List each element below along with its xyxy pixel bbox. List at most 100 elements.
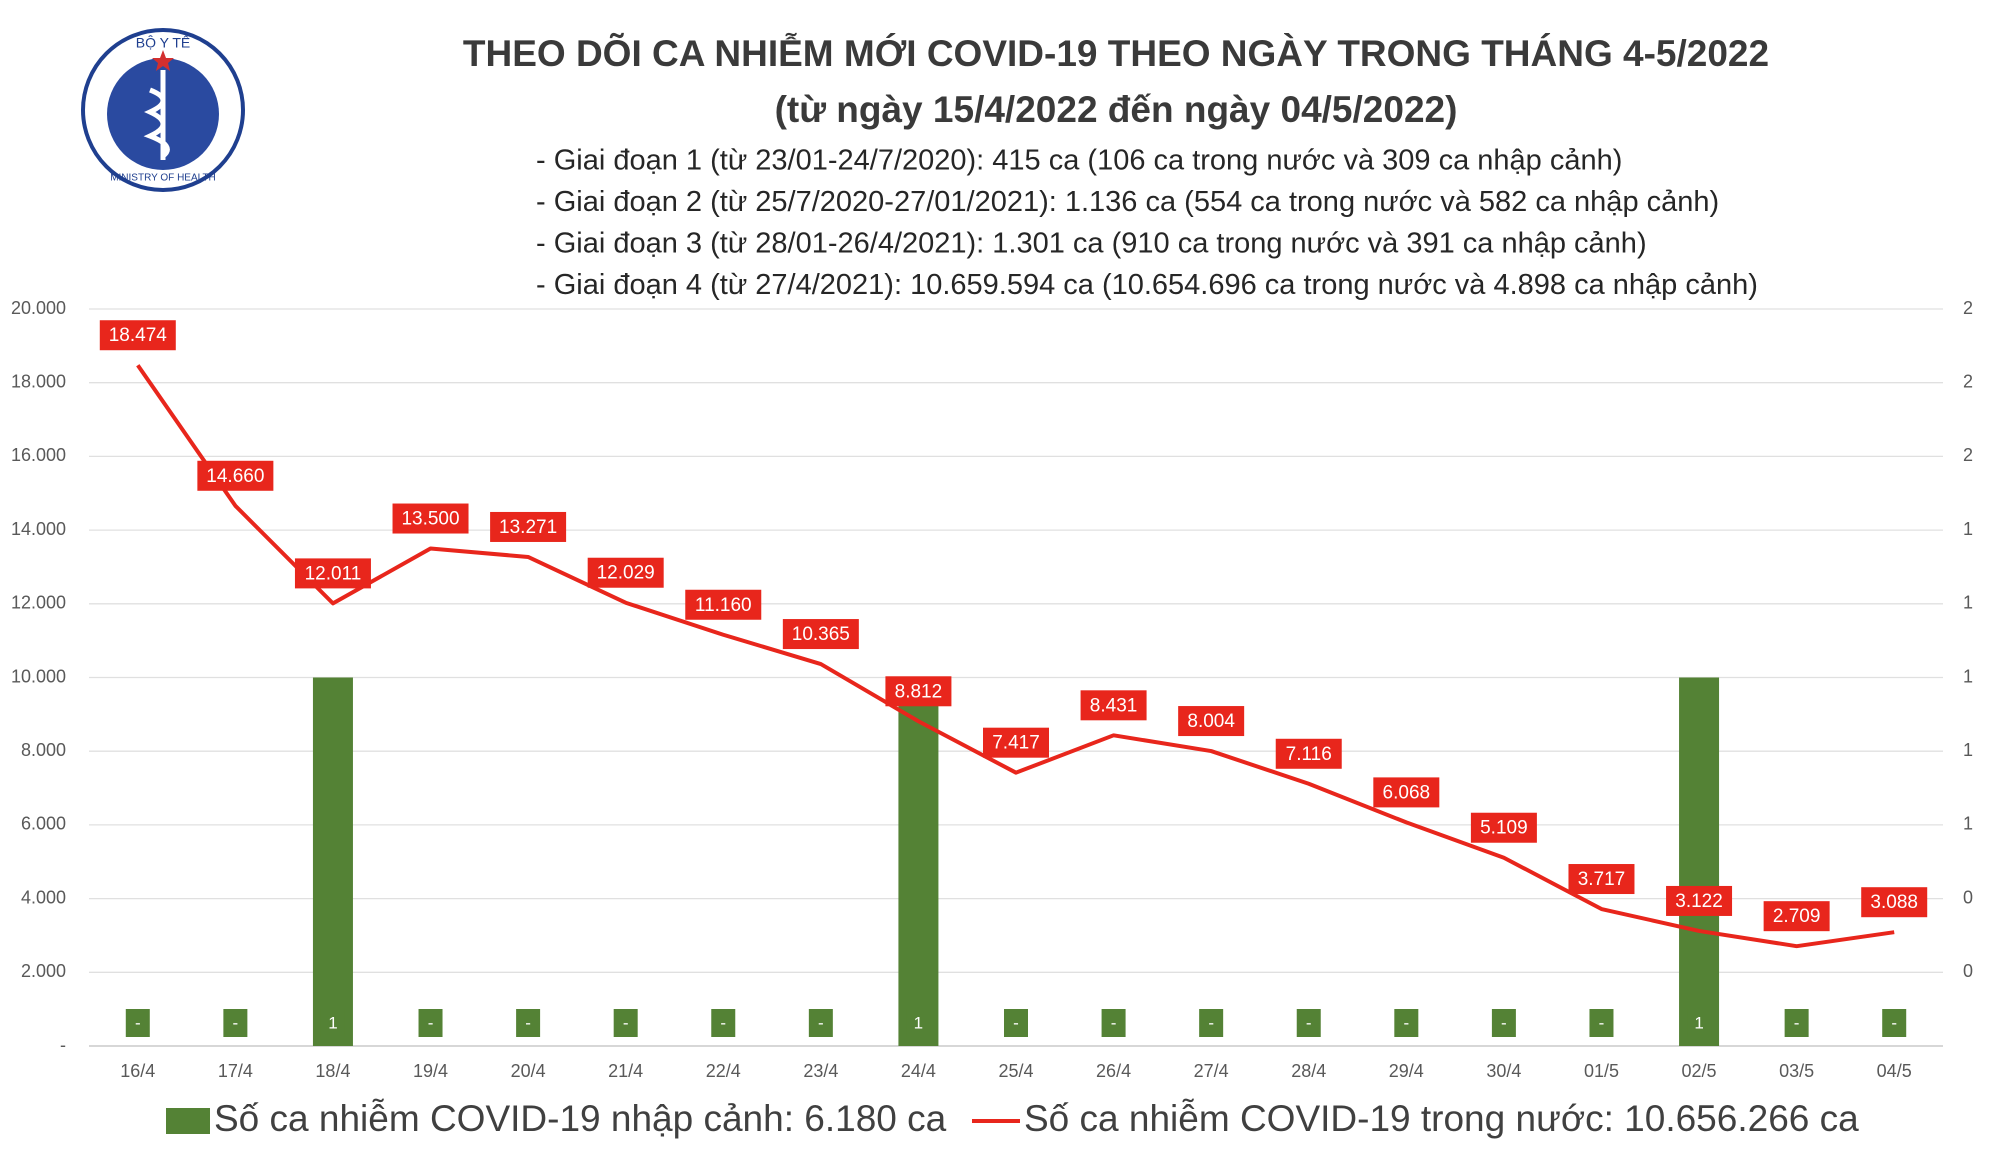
bar-label-box (320, 1009, 345, 1037)
data-label-box (99, 320, 176, 351)
data-label-text: 3.717 (1578, 869, 1626, 890)
data-label: 8.431 (1080, 690, 1147, 721)
data-label-text: 10.365 (792, 624, 850, 645)
y-tick-label: 10.000 (11, 666, 66, 686)
bar-label: - (525, 1013, 531, 1032)
data-label-text: 5.109 (1480, 818, 1528, 839)
bar-label-box (1394, 1009, 1419, 1037)
bar-label-box (516, 1009, 541, 1037)
x-tick-label: 30/4 (1486, 1061, 1521, 1081)
data-label-text: 8.431 (1090, 695, 1138, 716)
data-label-box (1861, 887, 1928, 918)
bar-label: - (818, 1013, 824, 1032)
data-label: 12.011 (294, 558, 371, 589)
bar-label-box (1491, 1009, 1516, 1037)
data-label-box (885, 676, 952, 707)
note: - Giai đoạn 3 (từ 28/01-26/4/2021): 1.30… (536, 228, 1647, 260)
bar-label: - (233, 1013, 239, 1032)
bar-label: 1 (328, 1013, 337, 1032)
data-label: 7.116 (1275, 738, 1342, 769)
logo-top: BỘ Y TẾ (136, 35, 190, 51)
bar-label: 1 (1694, 1013, 1703, 1032)
data-label-text: 8.004 (1187, 711, 1235, 732)
bar-label-box (1199, 1009, 1224, 1037)
x-tick-label: 18/4 (315, 1061, 350, 1081)
data-label: 6.068 (1373, 777, 1440, 808)
data-label-text: 2.709 (1773, 906, 1821, 927)
bar-label-box (125, 1009, 150, 1037)
data-label: 18.474 (99, 320, 176, 351)
data-label: 13.500 (392, 503, 469, 534)
data-label: 10.365 (782, 619, 859, 650)
data-label-text: 7.417 (992, 733, 1040, 754)
data-label: 3.122 (1666, 885, 1733, 916)
data-label-box (1373, 777, 1440, 808)
line (136, 364, 1895, 949)
data-label-text: 7.116 (1286, 744, 1332, 765)
bar (312, 677, 353, 1046)
note: - Giai đoạn 4 (từ 27/4/2021): 10.659.594… (536, 269, 1758, 301)
data-label-text: 13.500 (401, 509, 459, 530)
bar-label: - (1403, 1013, 1409, 1032)
data-label: 7.417 (983, 727, 1049, 758)
logo-bottom: MINISTRY OF HEALTH (110, 173, 216, 184)
bar-label: 1 (914, 1013, 923, 1032)
data-label-box (1763, 901, 1830, 932)
y2-tick-label: 2 (1963, 371, 1973, 391)
y-tick-label: 14.000 (11, 519, 66, 539)
x-tick-label: 29/4 (1389, 1061, 1424, 1081)
chart-subtitle: (từ ngày 15/4/2022 đến ngày 04/5/2022) (775, 89, 1458, 130)
data-label: 3.717 (1568, 864, 1635, 895)
bar-label-box (1589, 1009, 1614, 1037)
data-label: 8.004 (1178, 706, 1245, 737)
data-label-text: 8.812 (895, 681, 943, 702)
data-label-text: 3.088 (1870, 892, 1918, 913)
y2-tick-label: 2 (1963, 298, 1973, 318)
data-label-box (782, 619, 859, 650)
bar-label: - (1111, 1013, 1117, 1032)
bar-label-box (418, 1009, 443, 1037)
x-tick-label: 21/4 (608, 1061, 643, 1081)
bar-label: - (623, 1013, 629, 1032)
data-label: 12.029 (587, 557, 664, 588)
bar-label-box (808, 1009, 833, 1037)
x-tick-label: 16/4 (120, 1061, 155, 1081)
bar-label-box (613, 1009, 638, 1037)
y-tick-label: 8.000 (21, 740, 66, 760)
y2-tick-label: 2 (1963, 445, 1973, 465)
bar-label: - (720, 1013, 726, 1032)
data-label-text: 6.068 (1383, 782, 1431, 803)
bar-label: - (1306, 1013, 1312, 1032)
x-tick-label: 28/4 (1291, 1061, 1326, 1081)
data-label-text: 14.660 (206, 466, 264, 487)
data-label-box (1178, 706, 1245, 737)
data-label-text: 18.474 (109, 325, 168, 346)
x-tick-label: 24/4 (901, 1061, 936, 1081)
data-label-text: 12.029 (597, 563, 655, 584)
bar-label-box (1004, 1009, 1028, 1037)
bar-label: - (1794, 1013, 1800, 1032)
bar-label-box (1882, 1009, 1907, 1037)
data-label-box (197, 460, 274, 491)
bar-label-box (223, 1009, 248, 1037)
y2-tick-label: 1 (1963, 814, 1973, 834)
y2-tick-label: 0 (1963, 887, 1973, 907)
y2-tick-label: 1 (1963, 519, 1973, 539)
bar-label-box (1784, 1009, 1809, 1037)
data-label-box (490, 511, 567, 542)
x-tick-label: 26/4 (1096, 1061, 1131, 1081)
y2-tick-label: 1 (1963, 666, 1973, 686)
bar-label: - (1208, 1013, 1214, 1032)
y-tick-label: 18.000 (11, 371, 66, 391)
bar-label-box (1101, 1009, 1126, 1037)
data-label-text: 11.160 (695, 595, 752, 616)
data-label: 14.660 (197, 460, 274, 491)
note: - Giai đoạn 1 (từ 23/01-24/7/2020): 415 … (536, 145, 1622, 177)
data-label-box (685, 589, 762, 620)
logo-emblem (143, 70, 170, 160)
data-label-box (294, 558, 371, 589)
bar-label: - (135, 1013, 141, 1032)
x-tick-label: 22/4 (706, 1061, 741, 1081)
x-tick-label: 17/4 (218, 1061, 253, 1081)
